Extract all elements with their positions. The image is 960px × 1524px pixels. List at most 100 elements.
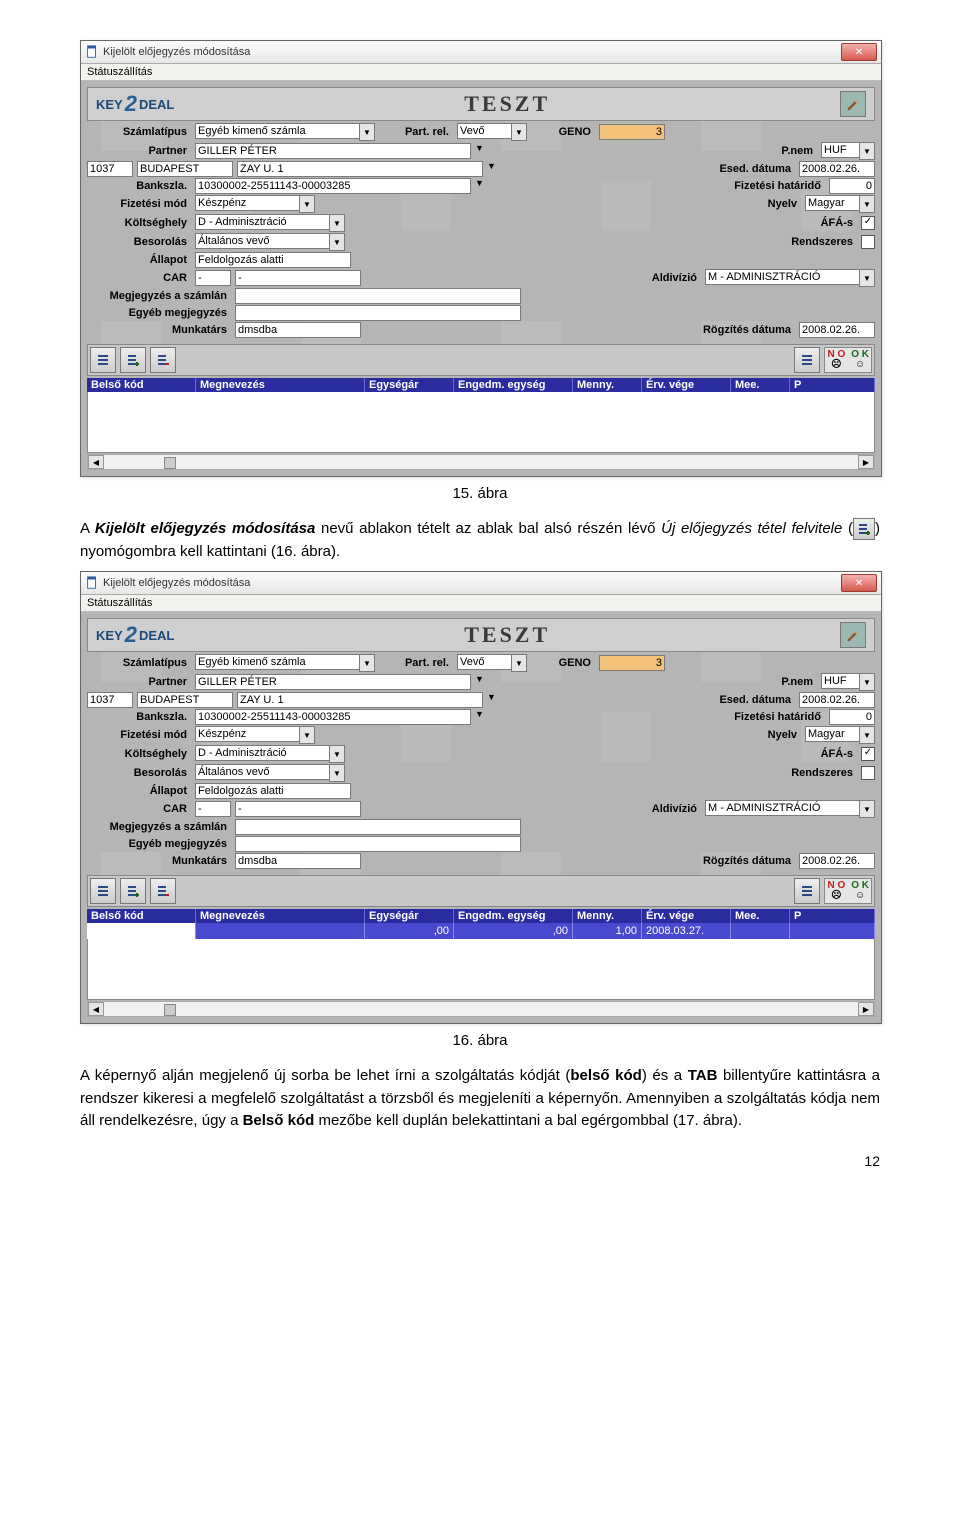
list-icon-2[interactable]: [794, 878, 820, 904]
grid-body-empty[interactable]: [87, 392, 875, 453]
grid-body-rest[interactable]: [87, 939, 875, 1000]
scroll-left-icon[interactable]: ◀: [88, 455, 104, 469]
cim-field[interactable]: ZAY U. 1: [237, 692, 483, 708]
pnem-combo[interactable]: HUF ▼: [821, 142, 875, 160]
esed-field[interactable]: 2008.02.26.: [799, 161, 875, 177]
besorolas-combo[interactable]: Általános vevő▼: [195, 764, 345, 782]
list-remove-icon[interactable]: [150, 878, 176, 904]
partner-field[interactable]: GILLER PÉTER: [195, 143, 471, 159]
label-megj: Megjegyzés a számlán: [87, 821, 231, 833]
chevron-down-icon[interactable]: ▼: [487, 692, 503, 708]
rendszeres-checkbox[interactable]: [861, 766, 875, 780]
label-aldiv: Aldivízió: [627, 272, 701, 284]
fizhat-field[interactable]: 0: [829, 709, 875, 725]
irsz-field[interactable]: 1037: [87, 692, 133, 708]
esed-field[interactable]: 2008.02.26.: [799, 692, 875, 708]
partrel-combo[interactable]: Vevő▼: [457, 654, 527, 672]
scroll-thumb[interactable]: [164, 457, 176, 469]
horizontal-scrollbar[interactable]: ◀ ▶: [87, 1001, 875, 1017]
chevron-down-icon[interactable]: ▼: [329, 214, 345, 232]
pencil-icon[interactable]: [840, 622, 866, 648]
szamlatipus-combo[interactable]: Egyéb kimenő számla ▼: [195, 123, 375, 141]
rendszeres-checkbox[interactable]: [861, 235, 875, 249]
chevron-down-icon[interactable]: ▼: [475, 674, 491, 690]
chevron-down-icon[interactable]: ▼: [859, 726, 875, 744]
chevron-down-icon[interactable]: ▼: [329, 745, 345, 763]
chevron-down-icon[interactable]: ▼: [487, 161, 503, 177]
car2-field[interactable]: -: [235, 801, 361, 817]
chevron-down-icon[interactable]: ▼: [859, 269, 875, 287]
cim-field[interactable]: ZAY U. 1: [237, 161, 483, 177]
aldiv-combo[interactable]: M - ADMINISZTRÁCIÓ▼: [705, 800, 875, 818]
koltseg-combo[interactable]: D - Adminisztráció ▼: [195, 214, 345, 232]
horizontal-scrollbar[interactable]: ◀ ▶: [87, 454, 875, 470]
chevron-down-icon[interactable]: ▼: [511, 123, 527, 141]
scroll-right-icon[interactable]: ▶: [858, 1002, 874, 1016]
pencil-icon[interactable]: [840, 91, 866, 117]
afa-checkbox[interactable]: [861, 747, 875, 761]
bankszla-field[interactable]: 10300002-25511143-00003285: [195, 709, 471, 725]
chevron-down-icon[interactable]: ▼: [299, 195, 315, 213]
ok-button[interactable]: O K☺: [851, 881, 869, 901]
nyelv-combo[interactable]: Magyar ▼: [805, 195, 875, 213]
chevron-down-icon[interactable]: ▼: [329, 764, 345, 782]
label-rogzdat: Rögzítés dátuma: [681, 324, 795, 336]
menubar[interactable]: Státuszállítás: [81, 595, 881, 612]
no-button[interactable]: N O☹: [827, 881, 845, 901]
scroll-right-icon[interactable]: ▶: [858, 455, 874, 469]
close-icon[interactable]: ✕: [841, 574, 877, 592]
close-icon[interactable]: ✕: [841, 43, 877, 61]
egyeb-field[interactable]: [235, 836, 521, 852]
chevron-down-icon[interactable]: ▼: [859, 673, 875, 691]
fizmod-combo[interactable]: Készpénz▼: [195, 726, 315, 744]
list-add-icon[interactable]: [120, 347, 146, 373]
car1-field[interactable]: -: [195, 801, 231, 817]
partrel-combo[interactable]: Vevő ▼: [457, 123, 527, 141]
rogzdat-field: 2008.02.26.: [799, 853, 875, 869]
chevron-down-icon[interactable]: ▼: [359, 123, 375, 141]
chevron-down-icon[interactable]: ▼: [475, 178, 491, 194]
szamlatipus-combo[interactable]: Egyéb kimenő számla▼: [195, 654, 375, 672]
nyelv-combo[interactable]: Magyar▼: [805, 726, 875, 744]
megj-field[interactable]: [235, 819, 521, 835]
col-mee: Mee.: [731, 378, 790, 392]
list-remove-icon[interactable]: [150, 347, 176, 373]
pnem-combo[interactable]: HUF▼: [821, 673, 875, 691]
partner-field[interactable]: GILLER PÉTER: [195, 674, 471, 690]
list-icon-1[interactable]: [90, 878, 116, 904]
menubar[interactable]: Státuszállítás: [81, 64, 881, 81]
varos-field[interactable]: BUDAPEST: [137, 692, 233, 708]
list-icon-2[interactable]: [794, 347, 820, 373]
chevron-down-icon[interactable]: ▼: [859, 195, 875, 213]
chevron-down-icon[interactable]: ▼: [329, 233, 345, 251]
fizmod-combo[interactable]: Készpénz ▼: [195, 195, 315, 213]
chevron-down-icon[interactable]: ▼: [299, 726, 315, 744]
fizhat-field[interactable]: 0: [829, 178, 875, 194]
varos-field[interactable]: BUDAPEST: [137, 161, 233, 177]
aldiv-combo[interactable]: M - ADMINISZTRÁCIÓ ▼: [705, 269, 875, 287]
megj-field[interactable]: [235, 288, 521, 304]
scroll-thumb[interactable]: [164, 1004, 176, 1016]
chevron-down-icon[interactable]: ▼: [859, 800, 875, 818]
car2-field[interactable]: -: [235, 270, 361, 286]
bankszla-field[interactable]: 10300002-25511143-00003285: [195, 178, 471, 194]
besorolas-combo[interactable]: Általános vevő ▼: [195, 233, 345, 251]
koltseg-combo[interactable]: D - Adminisztráció▼: [195, 745, 345, 763]
label-partner: Partner: [87, 676, 191, 688]
belsokod-input[interactable]: [91, 924, 191, 938]
list-add-icon[interactable]: [120, 878, 146, 904]
irsz-field[interactable]: 1037: [87, 161, 133, 177]
chevron-down-icon[interactable]: ▼: [475, 709, 491, 725]
grid-edit-row[interactable]: ,00 ,00 1,00 2008.03.27.: [87, 923, 875, 939]
chevron-down-icon[interactable]: ▼: [475, 143, 491, 159]
egyeb-field[interactable]: [235, 305, 521, 321]
car1-field[interactable]: -: [195, 270, 231, 286]
scroll-left-icon[interactable]: ◀: [88, 1002, 104, 1016]
list-icon-1[interactable]: [90, 347, 116, 373]
afa-checkbox[interactable]: [861, 216, 875, 230]
ok-button[interactable]: O K☺: [851, 350, 869, 370]
chevron-down-icon[interactable]: ▼: [359, 654, 375, 672]
no-button[interactable]: N O☹: [827, 350, 845, 370]
chevron-down-icon[interactable]: ▼: [511, 654, 527, 672]
chevron-down-icon[interactable]: ▼: [859, 142, 875, 160]
